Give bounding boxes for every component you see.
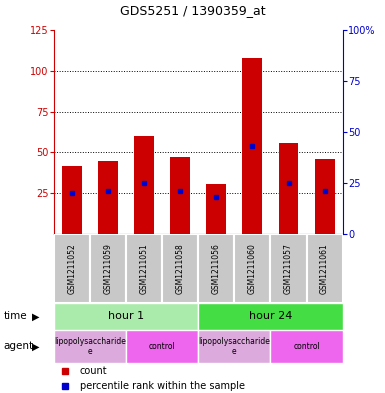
Text: GSM1211052: GSM1211052 xyxy=(67,243,77,294)
Bar xyxy=(170,157,190,234)
Bar xyxy=(98,161,118,234)
Text: control: control xyxy=(293,342,320,351)
Bar xyxy=(134,136,154,234)
Text: GSM1211056: GSM1211056 xyxy=(212,243,221,294)
Bar xyxy=(243,58,262,234)
Bar xyxy=(279,143,298,234)
Bar xyxy=(270,330,343,363)
Text: lipopolysaccharide
e: lipopolysaccharide e xyxy=(54,337,126,356)
Text: GSM1211051: GSM1211051 xyxy=(140,243,149,294)
Text: lipopolysaccharide
e: lipopolysaccharide e xyxy=(198,337,270,356)
Text: ▶: ▶ xyxy=(32,311,39,321)
Text: count: count xyxy=(80,367,107,376)
Text: GSM1211057: GSM1211057 xyxy=(284,243,293,294)
Bar xyxy=(62,165,82,234)
Bar xyxy=(198,330,270,363)
Bar xyxy=(126,234,162,303)
Bar xyxy=(126,330,198,363)
Text: ▶: ▶ xyxy=(32,342,39,351)
Text: time: time xyxy=(4,311,27,321)
Text: hour 1: hour 1 xyxy=(108,311,144,321)
Text: GSM1211060: GSM1211060 xyxy=(248,243,257,294)
Text: GSM1211058: GSM1211058 xyxy=(176,243,185,294)
Bar xyxy=(54,330,126,363)
Text: GSM1211059: GSM1211059 xyxy=(104,243,112,294)
Bar xyxy=(315,159,335,234)
Bar xyxy=(206,184,226,234)
Bar xyxy=(198,303,343,330)
Text: control: control xyxy=(149,342,176,351)
Bar xyxy=(270,234,306,303)
Text: hour 24: hour 24 xyxy=(249,311,292,321)
Bar xyxy=(54,234,90,303)
Bar xyxy=(162,234,198,303)
Bar xyxy=(90,234,126,303)
Text: agent: agent xyxy=(4,342,34,351)
Bar xyxy=(198,234,234,303)
Text: GSM1211061: GSM1211061 xyxy=(320,243,329,294)
Text: percentile rank within the sample: percentile rank within the sample xyxy=(80,382,245,391)
Bar xyxy=(306,234,343,303)
Bar xyxy=(54,303,198,330)
Bar xyxy=(234,234,270,303)
Text: GDS5251 / 1390359_at: GDS5251 / 1390359_at xyxy=(120,4,265,17)
